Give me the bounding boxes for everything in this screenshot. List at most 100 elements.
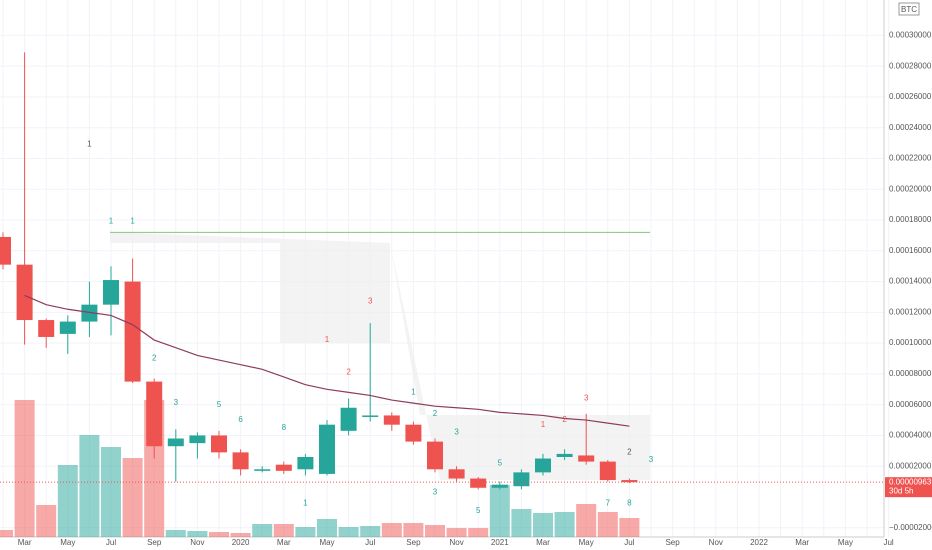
annotation: 5 [217, 400, 222, 409]
volume-bar [57, 465, 78, 537]
annotation: 8 [627, 498, 632, 507]
annotation: 1 [541, 420, 546, 429]
candle-body [81, 304, 98, 322]
candle-body [405, 424, 422, 442]
candle-body [275, 464, 292, 471]
x-tick-label: May [319, 538, 334, 547]
y-tick-label: −0.00002000 [889, 523, 932, 532]
volume-bar [446, 528, 467, 537]
candle-body [448, 469, 465, 479]
candle-body [470, 478, 487, 488]
candle-body [513, 472, 530, 487]
annotation: 3 [649, 455, 654, 464]
x-tick-label: Sep [147, 538, 162, 547]
candle-body [362, 415, 379, 417]
candle-body [340, 407, 357, 431]
x-tick-label: Jul [624, 538, 634, 547]
annotation: 3 [454, 427, 459, 436]
candle-body [59, 321, 76, 334]
y-tick-label: 0.00020000 [889, 184, 932, 193]
volume-bar [511, 509, 532, 537]
annotation: 3 [174, 398, 179, 407]
y-tick-label: 0.00002000 [889, 461, 932, 470]
x-tick-label: Nov [449, 538, 463, 547]
currency-box [898, 2, 920, 16]
x-tick-label: Nov [709, 538, 723, 547]
annotation: 2 [627, 447, 632, 456]
y-tick-label: 0.00026000 [889, 92, 932, 101]
volume-bar [209, 532, 229, 537]
candle-body [0, 236, 11, 265]
countdown: 30d 5h [889, 486, 913, 495]
candle-body [103, 280, 119, 305]
candle-body [535, 458, 551, 473]
volume-bar [360, 526, 381, 537]
y-tick-label: 0.00024000 [889, 123, 932, 132]
volume-bar [273, 524, 294, 537]
x-tick-label: 2021 [491, 538, 509, 547]
candle-body [146, 381, 163, 447]
x-tick-label: Nov [190, 538, 204, 547]
last-price-box [885, 477, 932, 498]
volume-bar [338, 527, 359, 537]
candle-body [254, 469, 271, 471]
candle-body [232, 452, 249, 470]
volume-bar [489, 485, 510, 537]
volume-bar [252, 524, 273, 537]
candle-body [38, 320, 55, 337]
y-tick-label: 0.00004000 [889, 431, 932, 440]
y-tick-label: 0.00012000 [889, 307, 932, 316]
y-tick-label: 0.00010000 [889, 338, 932, 347]
volume-bar [36, 505, 57, 537]
annotation: 1 [87, 140, 92, 149]
annotation: 3 [368, 297, 373, 306]
volume-bar [619, 518, 640, 537]
candle-body [578, 455, 595, 462]
annotation: 2 [562, 415, 567, 424]
volume-bar [554, 512, 575, 537]
x-tick-label: Jul [106, 538, 116, 547]
candle-body [16, 264, 33, 321]
annotation: 3 [433, 487, 438, 496]
range-shade [110, 232, 390, 343]
volume-bar [122, 458, 143, 537]
x-tick-label: Sep [665, 538, 680, 547]
volume-bar [295, 527, 316, 537]
annotation: 5 [498, 458, 503, 467]
volume-bar [533, 513, 553, 537]
x-tick-label: Jul [365, 538, 375, 547]
volume-bar [381, 523, 402, 537]
annotation: 2 [152, 354, 157, 363]
candle-body [599, 461, 616, 481]
x-tick-label: May [60, 538, 75, 547]
x-tick-label: Mar [536, 538, 550, 547]
candle-body [491, 484, 508, 488]
candle-body [211, 435, 227, 453]
annotation: 8 [282, 423, 287, 432]
last-price-label: 0.00000963 [889, 477, 932, 486]
candle-body [189, 435, 206, 444]
range-shade [390, 243, 650, 480]
annotation: 5 [476, 506, 481, 515]
volume-bar [101, 447, 121, 537]
volume-bar [230, 533, 251, 537]
moving-average [24, 294, 630, 427]
volume-bar [79, 435, 100, 537]
candle-body [383, 415, 400, 425]
annotation: 1 [109, 217, 114, 226]
y-tick-label: 0.00014000 [889, 277, 932, 286]
annotation: 1 [130, 217, 135, 226]
volume-bar [468, 528, 489, 537]
x-tick-label: Jul [883, 538, 893, 547]
candle-body [556, 453, 573, 457]
x-tick-label: May [579, 538, 594, 547]
volume-bar [187, 531, 208, 537]
volume-bar [576, 504, 597, 537]
currency: BTC [901, 5, 917, 14]
volume-bar [317, 519, 337, 537]
volume-bar [597, 512, 618, 537]
volume-bar [165, 530, 186, 537]
volume-bar [14, 400, 35, 537]
x-tick-label: May [838, 538, 853, 547]
